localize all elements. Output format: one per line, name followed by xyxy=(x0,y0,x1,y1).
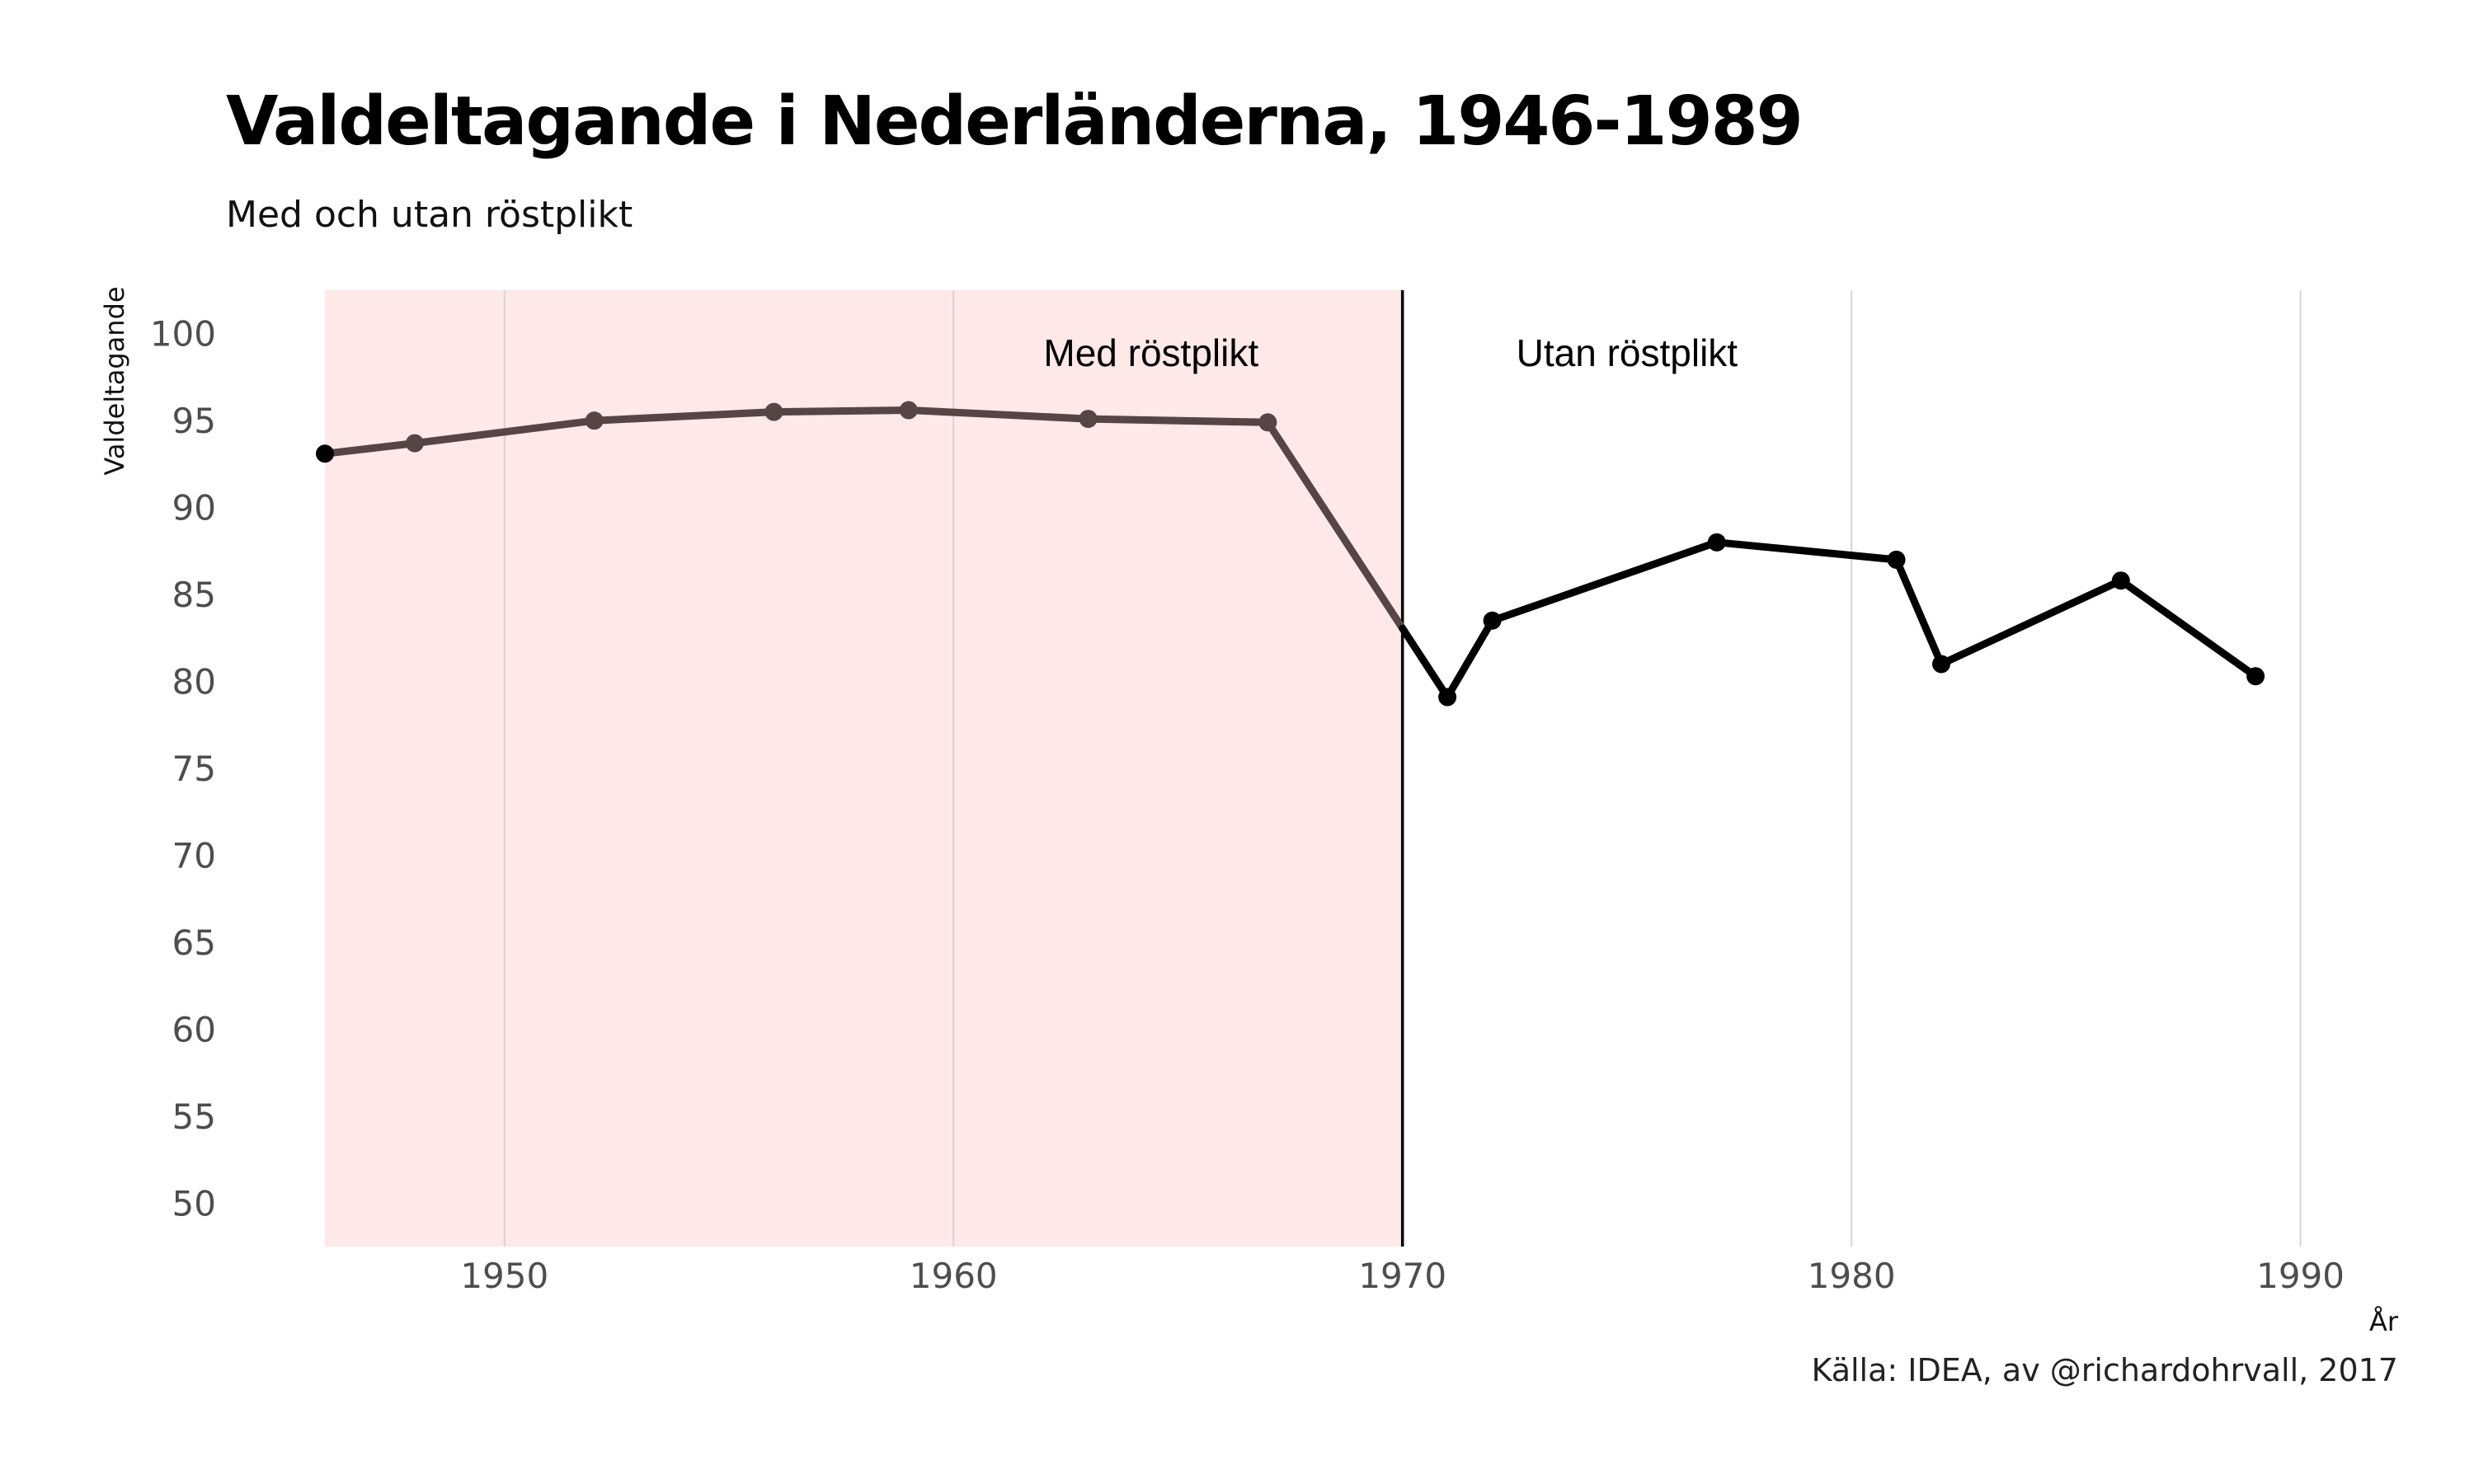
x-tick-label: 1980 xyxy=(1808,1256,1896,1296)
data-point xyxy=(1079,410,1098,429)
data-point xyxy=(1887,550,1906,569)
x-tick-label: 1950 xyxy=(460,1256,548,1296)
data-point xyxy=(1438,688,1457,707)
x-tick-label: 1970 xyxy=(1358,1256,1446,1296)
data-point xyxy=(316,444,334,463)
data-point xyxy=(585,411,604,430)
y-tick-label: 70 xyxy=(172,835,216,876)
y-tick-label: 50 xyxy=(172,1183,216,1223)
data-point xyxy=(405,434,424,453)
data-point xyxy=(1707,533,1726,552)
data-point xyxy=(1483,611,1502,630)
data-point xyxy=(1258,413,1277,432)
source-caption: Källa: IDEA, av @richardohrvall, 2017 xyxy=(1811,1352,2398,1388)
x-axis-title: År xyxy=(2369,1306,2399,1337)
series-line-compulsory xyxy=(321,406,1407,632)
data-point xyxy=(1932,655,1950,674)
data-point xyxy=(764,402,783,421)
data-point xyxy=(2111,571,2130,590)
x-tick-label: 1960 xyxy=(910,1256,998,1296)
y-axis-title: Valdeltagande xyxy=(99,286,130,475)
y-tick-label: 85 xyxy=(172,575,216,615)
region-label-with: Med röstplikt xyxy=(1043,331,1258,374)
y-tick-label: 55 xyxy=(172,1097,216,1137)
data-point xyxy=(2246,667,2265,686)
chart-subtitle: Med och utan röstplikt xyxy=(226,194,633,236)
y-tick-label: 95 xyxy=(172,401,216,441)
series-line-voluntary xyxy=(1399,538,2260,701)
y-tick-label: 60 xyxy=(172,1009,216,1050)
y-tick-label: 100 xyxy=(150,314,216,355)
region-label-without: Utan röstplikt xyxy=(1517,331,1738,374)
y-tick-label: 80 xyxy=(172,662,216,702)
y-tick-label: 90 xyxy=(172,488,216,528)
chart-title: Valdeltagande i Nederländerna, 1946-1989 xyxy=(226,82,1804,161)
x-tick-label: 1990 xyxy=(2256,1256,2345,1296)
y-tick-label: 75 xyxy=(172,749,216,789)
data-point xyxy=(899,401,918,420)
y-tick-label: 65 xyxy=(172,923,216,963)
